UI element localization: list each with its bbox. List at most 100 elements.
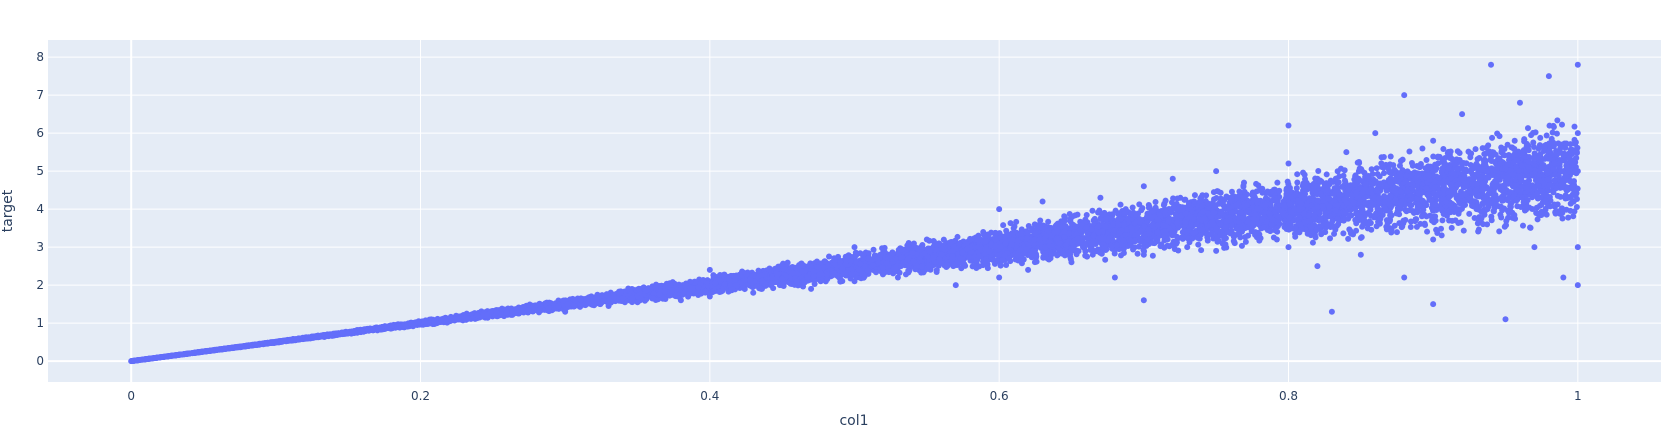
scatter-point: [1558, 121, 1565, 128]
scatter-point: [1140, 297, 1147, 304]
scatter-point: [1565, 214, 1572, 221]
scatter-point: [1394, 209, 1401, 216]
scatter-point: [1502, 316, 1509, 323]
scatter-point: [1149, 252, 1156, 259]
scatter-point: [1571, 136, 1578, 143]
scatter-point: [1406, 148, 1413, 155]
scatter-point: [1328, 308, 1335, 315]
scatter-point: [1471, 214, 1478, 221]
scatter-point: [1391, 222, 1398, 229]
scatter-point: [1228, 188, 1235, 195]
scatter-point: [1574, 244, 1581, 251]
data-points: [128, 61, 1581, 365]
scatter-point: [1526, 224, 1533, 231]
scatter-point: [1285, 160, 1292, 167]
scatter-point: [1000, 222, 1007, 229]
scatter-point: [1474, 156, 1481, 163]
scatter-point: [1003, 262, 1010, 269]
scatter-point: [706, 266, 713, 273]
scatter-point: [1136, 201, 1143, 208]
scatter-point: [1459, 111, 1466, 118]
scatter-point: [1259, 185, 1266, 192]
scatter-point: [1380, 154, 1387, 161]
scatter-point: [1169, 175, 1176, 182]
scatter-point: [1554, 192, 1561, 199]
scatter-point: [1238, 242, 1245, 249]
scatter-point: [1511, 137, 1518, 144]
scatter-point: [1213, 247, 1220, 254]
scatter-point: [1423, 157, 1430, 164]
scatter-point: [1408, 160, 1415, 167]
scatter-point: [926, 237, 933, 244]
scatter-point: [1352, 173, 1359, 180]
scatter-point: [1524, 172, 1531, 179]
scatter-point: [1496, 228, 1503, 235]
scatter-point: [1560, 274, 1567, 281]
scatter-point: [1314, 263, 1321, 270]
scatter-point: [1097, 194, 1104, 201]
scatter-point: [1574, 130, 1581, 137]
scatter-point: [1380, 170, 1387, 177]
scatter-point: [1353, 227, 1360, 234]
scatter-point: [1545, 73, 1552, 80]
scatter-point: [1574, 282, 1581, 289]
scatter-point: [1184, 244, 1191, 251]
scatter-point: [1397, 205, 1404, 212]
scatter-point: [1097, 216, 1104, 223]
scatter-point: [1231, 238, 1238, 245]
scatter-point: [1401, 92, 1408, 99]
scatter-point: [1089, 207, 1096, 214]
scatter-point: [1242, 238, 1249, 245]
scatter-point: [1083, 212, 1090, 219]
scatter-point: [1345, 235, 1352, 242]
scatter-point: [1430, 301, 1437, 308]
scatter-point: [808, 285, 815, 292]
scatter-point: [1323, 171, 1330, 178]
scatter-point: [1372, 130, 1379, 137]
scatter-point: [1399, 156, 1406, 163]
scatter-point: [1191, 192, 1198, 199]
scatter-point: [1430, 137, 1437, 144]
scatter-point: [851, 244, 858, 251]
scatter-point: [933, 268, 940, 275]
scatter-point: [1479, 209, 1486, 216]
scatter-point: [1271, 227, 1278, 234]
scatter-point: [894, 274, 901, 281]
scatter-point: [1294, 171, 1301, 178]
scatter-point: [1543, 132, 1550, 139]
scatter-point: [1315, 167, 1322, 174]
scatter-point: [996, 206, 1003, 213]
scatter-point: [1439, 217, 1446, 224]
scatter-point: [1039, 198, 1046, 205]
scatter-point: [1516, 99, 1523, 106]
scatter-point: [1373, 165, 1380, 172]
scatter-point: [1488, 213, 1495, 220]
scatter-point: [811, 281, 818, 288]
scatter-point: [1535, 145, 1542, 152]
scatter-point: [1037, 217, 1044, 224]
scatter-point: [1489, 134, 1496, 141]
scatter-point: [996, 274, 1003, 281]
scatter-point: [1117, 201, 1124, 208]
scatter-point: [1343, 149, 1350, 156]
scatter-point: [940, 236, 947, 243]
scatter-point: [1466, 210, 1473, 217]
scatter-point: [1111, 274, 1118, 281]
scatter-point: [1488, 61, 1495, 68]
scatter-point: [1025, 266, 1032, 273]
scatter-point: [1430, 236, 1437, 243]
scatter-point: [1135, 243, 1142, 250]
scatter-point: [1351, 205, 1358, 212]
scatter-point: [1531, 244, 1538, 251]
scatter-point: [1456, 150, 1463, 157]
scatter-point: [1357, 251, 1364, 258]
scatter-point: [1431, 219, 1438, 226]
scatter-point: [1438, 225, 1445, 232]
scatter-point: [1390, 162, 1397, 169]
scatter-point: [1102, 256, 1109, 263]
scatter-point: [870, 246, 877, 253]
scatter-point: [1570, 213, 1577, 220]
scatter-point: [1401, 274, 1408, 281]
scatter-point: [1574, 61, 1581, 68]
